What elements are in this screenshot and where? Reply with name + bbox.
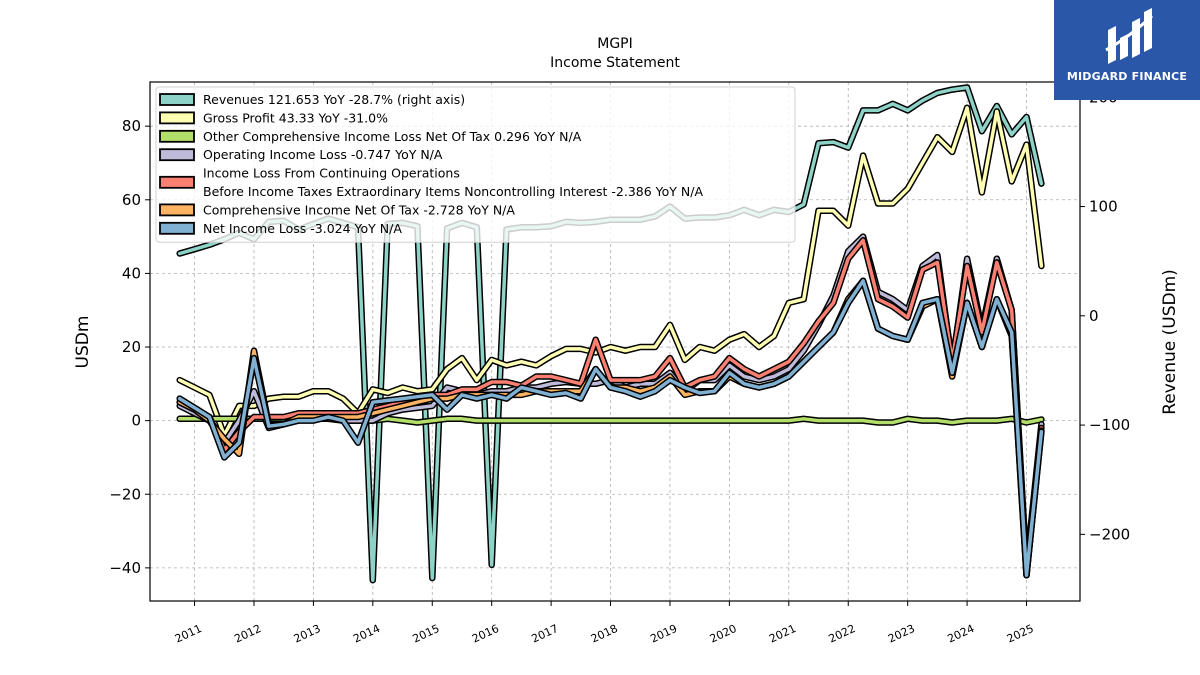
series-5 xyxy=(176,237,1045,579)
x-tick-label: 2021 xyxy=(767,622,798,646)
y-tick-label: 0 xyxy=(131,412,141,430)
left-axis: −40 −20 0 20 40 60 80 xyxy=(109,117,150,577)
legend: Revenues 121.653 YoY -28.7% (right axis)… xyxy=(155,86,796,243)
y2-tick-label: 0 xyxy=(1089,307,1099,325)
x-tick-label: 2019 xyxy=(648,622,679,646)
chart-subtitle: Income Statement xyxy=(550,55,680,71)
x-tick-label: 2023 xyxy=(886,622,917,646)
x-tick-label: 2020 xyxy=(708,622,739,646)
y-tick-label: −20 xyxy=(109,485,141,503)
legend-label: Operating Income Loss -0.747 YoY N/A xyxy=(203,147,443,162)
x-tick-label: 2011 xyxy=(173,622,204,646)
legend-label-line: Gross Profit 43.33 YoY -31.0% xyxy=(203,110,388,125)
legend-swatch xyxy=(159,221,195,235)
legend-label-line: Other Comprehensive Income Loss Net Of T… xyxy=(203,129,582,144)
x-tick-label: 2014 xyxy=(351,622,382,646)
series-line xyxy=(177,238,1044,577)
x-tick-label: 2017 xyxy=(530,622,561,646)
x-tick-label: 2016 xyxy=(470,622,501,646)
y2-tick-label: −200 xyxy=(1089,525,1130,543)
y-axis-label: USDm xyxy=(73,316,93,369)
midgard-finance-logo: MIDGARD FINANCE xyxy=(1054,0,1200,100)
legend-label: Gross Profit 43.33 YoY -31.0% xyxy=(203,110,388,125)
legend-label-line: Comprehensive Income Net Of Tax -2.728 Y… xyxy=(203,202,515,217)
legend-box xyxy=(155,86,796,243)
plot-frame xyxy=(149,81,1081,602)
midgard-logo-icon xyxy=(1105,8,1154,64)
series-line xyxy=(177,106,1044,438)
legend-swatch xyxy=(159,148,195,162)
legend-swatch xyxy=(159,175,195,189)
x-tick-label: 2018 xyxy=(589,622,620,646)
x-tick-label: 2012 xyxy=(232,622,263,646)
legend-label: Net Income Loss -3.024 YoY N/A xyxy=(203,221,402,236)
series-2 xyxy=(176,104,1045,439)
legend-swatch xyxy=(159,129,195,143)
legend-label: Other Comprehensive Income Loss Net Of T… xyxy=(203,129,582,144)
legend-label-line: Net Income Loss -3.024 YoY N/A xyxy=(203,221,402,236)
x-tick-label: 2022 xyxy=(827,622,858,646)
legend-swatch xyxy=(159,203,195,217)
legend-label-line: Revenues 121.653 YoY -28.7% (right axis) xyxy=(203,92,465,107)
legend-label-line: Operating Income Loss -0.747 YoY N/A xyxy=(203,147,443,162)
legend-label: Income Loss From Continuing Operations Be… xyxy=(203,166,703,199)
x-tick-label: 2025 xyxy=(1005,622,1036,646)
right-axis: −200−1000100200 xyxy=(1080,88,1130,543)
y-tick-label: 40 xyxy=(122,264,141,282)
legend-label: Comprehensive Income Net Of Tax -2.728 Y… xyxy=(203,202,515,217)
midgard-logo-text: MIDGARD FINANCE xyxy=(1066,70,1188,83)
x-axis: 2011 2012 2013 2014 2015 2016 2017 2018 2019 2020… xyxy=(173,601,1036,646)
y-tick-label: −40 xyxy=(109,559,141,577)
y-tick-label: 60 xyxy=(122,191,141,209)
legend-swatch xyxy=(159,93,195,106)
legend-label: Revenues 121.653 YoY -28.7% (right axis) xyxy=(203,92,465,107)
legend-label-line: Income Loss From Continuing Operations xyxy=(203,166,460,181)
y2-tick-label: 100 xyxy=(1089,198,1118,216)
x-tick-label: 2015 xyxy=(411,622,442,646)
y-tick-label: 80 xyxy=(122,117,141,135)
series-line xyxy=(177,279,1044,577)
x-tick-label: 2024 xyxy=(945,622,976,646)
y2-axis-label: Revenue (USDm) xyxy=(1160,269,1180,415)
series-7 xyxy=(176,277,1045,579)
y-tick-label: 20 xyxy=(122,338,141,356)
y2-tick-label: −100 xyxy=(1089,416,1130,434)
chart-title: MGPI xyxy=(597,36,633,52)
x-tick-label: 2013 xyxy=(292,622,323,646)
legend-swatch xyxy=(159,111,195,125)
legend-label-line: Before Income Taxes Extraordinary Items … xyxy=(203,184,703,199)
